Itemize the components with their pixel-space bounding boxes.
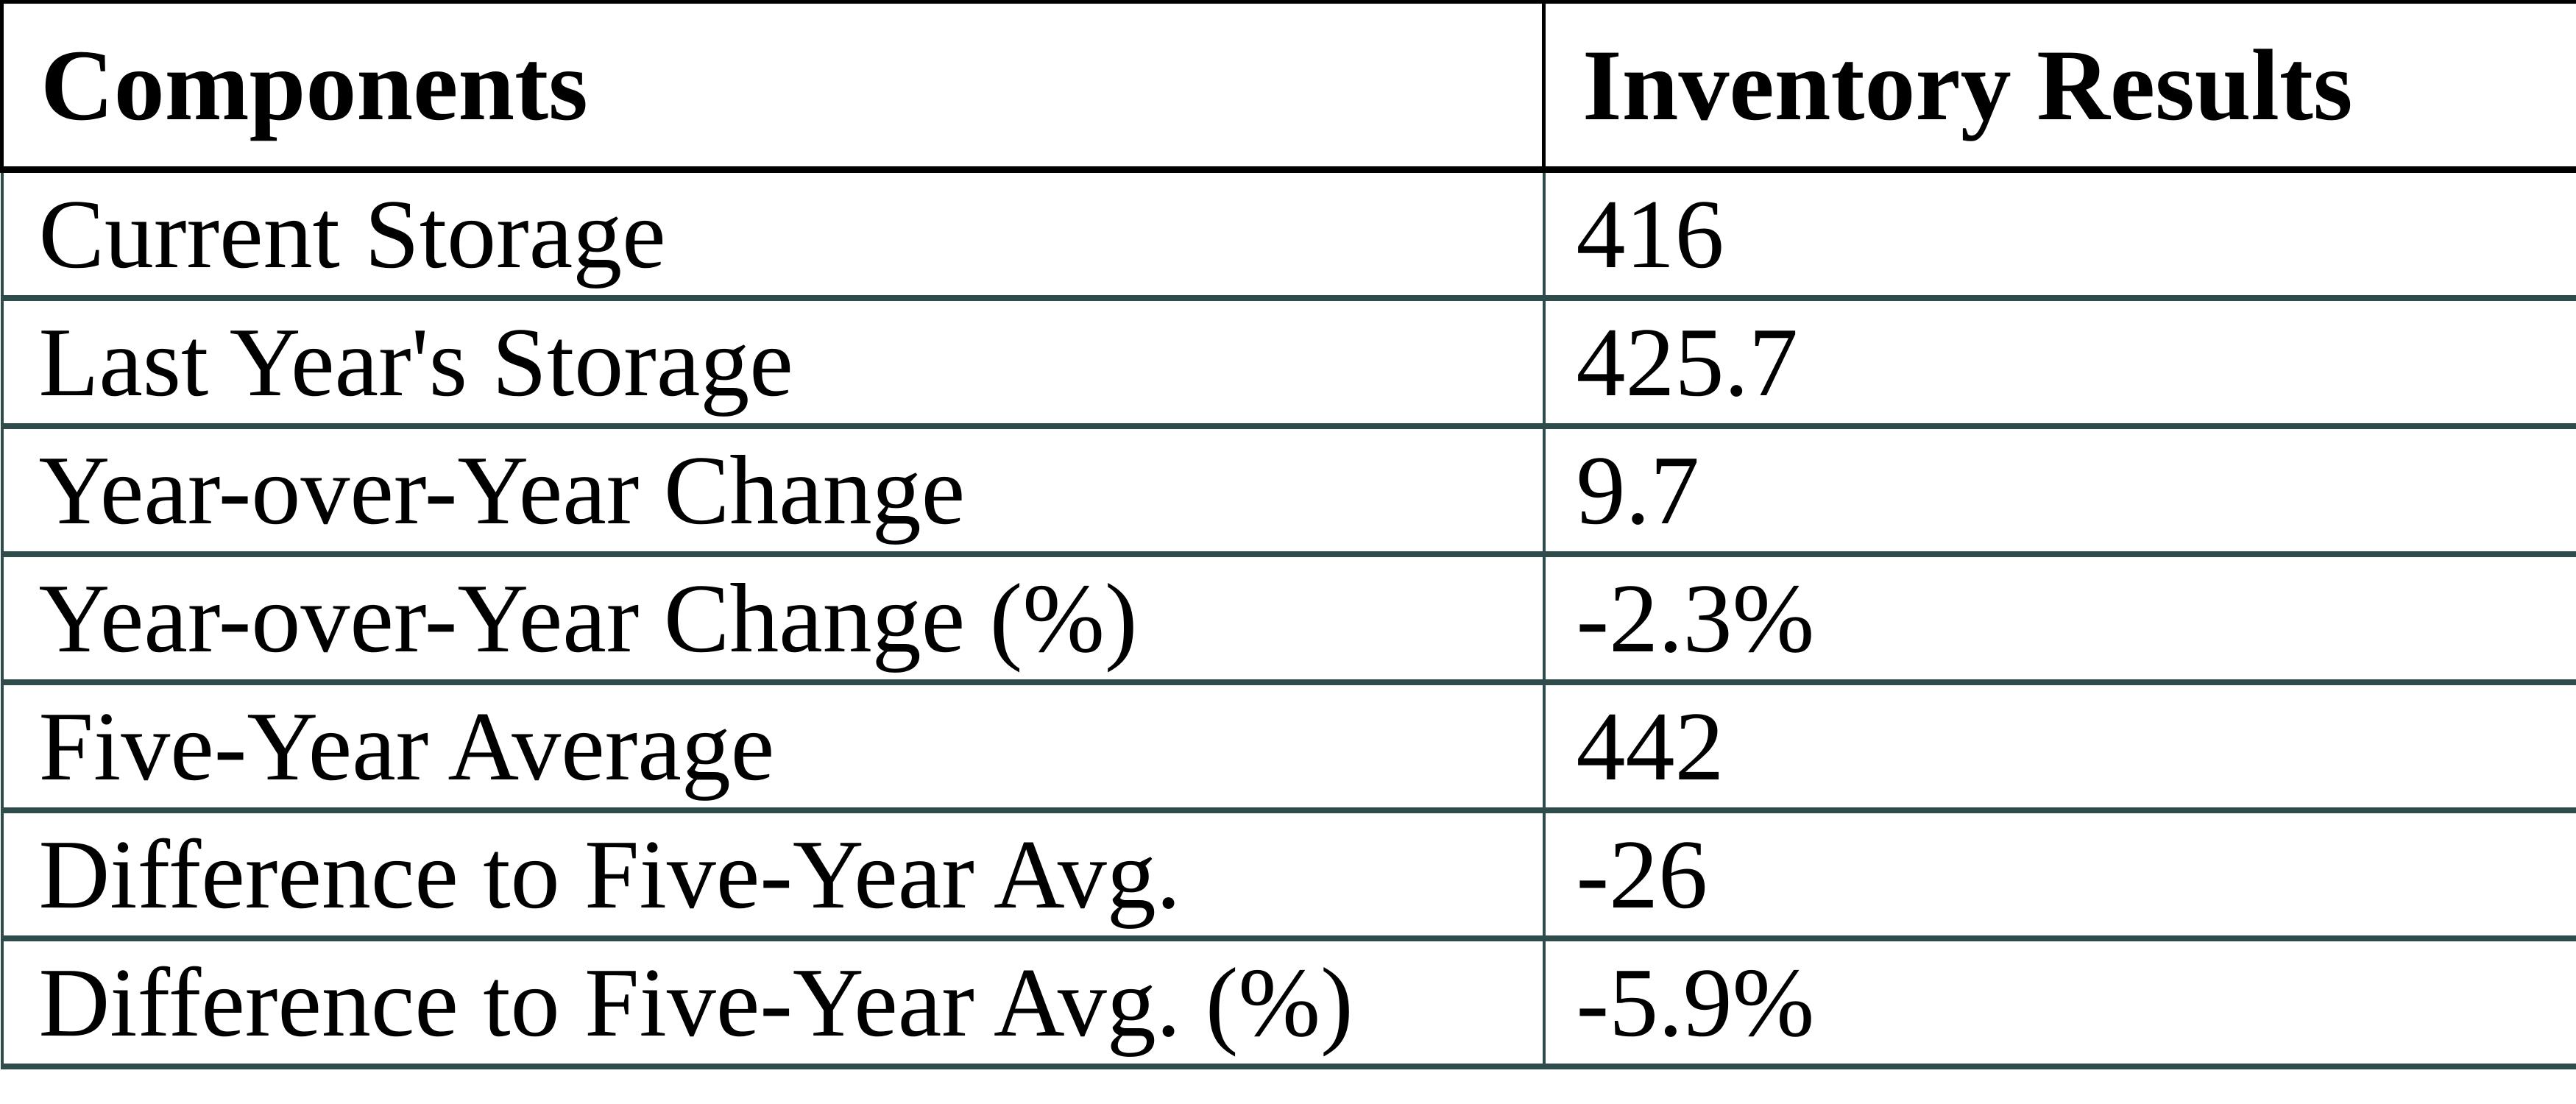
result-value: 425.7 [1542, 294, 2576, 429]
table-row: Year-over-Year Change (%) -2.3% [0, 551, 2576, 685]
table-row: Difference to Five-Year Avg. (%) -5.9% [0, 935, 2576, 1069]
component-label: Last Year's Storage [0, 294, 1546, 429]
component-label: Difference to Five-Year Avg. (%) [0, 935, 1546, 1069]
table-row: Current Storage 416 [0, 166, 2576, 301]
result-value: 9.7 [1542, 422, 2576, 557]
table-header-row: Components Inventory Results [0, 0, 2576, 173]
table-row: Difference to Five-Year Avg. -26 [0, 807, 2576, 941]
component-label: Year-over-Year Change (%) [0, 551, 1546, 685]
result-value: 442 [1542, 679, 2576, 813]
table-row: Year-over-Year Change 9.7 [0, 422, 2576, 557]
result-value: -2.3% [1542, 551, 2576, 685]
inventory-results-table: Components Inventory Results Current Sto… [0, 0, 2576, 1069]
component-label: Five-Year Average [0, 679, 1546, 813]
component-label: Current Storage [0, 166, 1546, 301]
result-value: 416 [1542, 166, 2576, 301]
result-value: -5.9% [1542, 935, 2576, 1069]
table-row: Five-Year Average 442 [0, 679, 2576, 813]
column-header-inventory-results: Inventory Results [1542, 0, 2576, 173]
result-value: -26 [1542, 807, 2576, 941]
column-header-components: Components [0, 0, 1546, 173]
component-label: Difference to Five-Year Avg. [0, 807, 1546, 941]
component-label: Year-over-Year Change [0, 422, 1546, 557]
table-row: Last Year's Storage 425.7 [0, 294, 2576, 429]
